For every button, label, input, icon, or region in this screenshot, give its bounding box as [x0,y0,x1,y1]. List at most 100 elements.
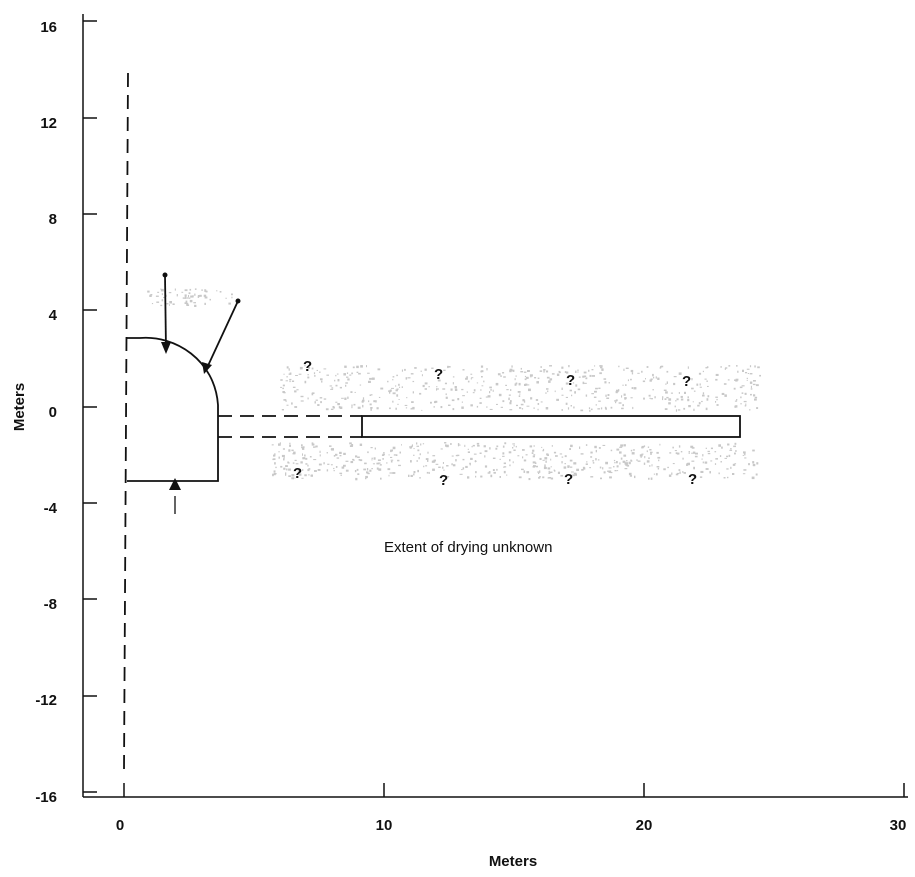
stipple-dot [715,458,718,460]
stipple-dot [520,403,524,406]
stipple-dot [509,409,513,411]
stipple-dot [674,450,677,452]
stipple-dot [319,371,321,373]
stipple-dot [451,455,454,457]
stipple-dot [308,468,311,470]
stipple-dot [583,375,587,377]
stipple-dot [734,442,737,445]
stipple-dot [600,366,603,369]
stipple-dot [718,472,720,475]
stipple-dot [524,378,527,381]
stipple-dot [499,458,501,460]
stipple-dot [455,459,457,462]
stipple-dot [343,452,346,455]
stipple-dot [577,371,579,373]
stipple-dot [356,371,359,373]
stipple-dot [273,473,277,475]
stipple-dot [515,375,517,377]
stipple-dot [659,367,662,369]
stipple-dot [754,398,757,401]
stipple-dot [209,298,211,301]
stipple-dot [286,376,288,378]
stipple-dot [369,394,372,396]
stipple-dot [393,454,396,456]
stipple-dot [382,453,385,456]
stipple-dot [675,400,677,402]
stipple-dot [374,447,376,450]
stipple-dot [339,472,343,474]
stipple-dot [160,288,162,290]
stipple-dot [628,472,632,476]
stipple-dot [302,453,303,456]
stipple-dot [388,390,391,393]
stipple-dot [469,462,471,466]
stipple-dot [658,459,660,462]
stipple-dot [426,471,429,474]
stipple-dot [561,394,564,396]
stipple-dot [313,446,316,448]
stipple-dot [300,400,304,402]
stipple-dot [304,474,307,477]
stipple-dot [289,380,291,383]
stipple-dot [550,477,554,480]
stipple-dot [285,465,288,467]
stipple-dot [375,400,377,403]
stipple-dot [300,395,304,398]
stipple-dot [286,366,289,369]
stipple-dot [750,388,753,390]
y-axis-tick-labels: 16 12 8 4 0 -4 -8 -12 -16 [35,19,57,806]
stipple-dot [495,447,498,450]
stipple-dot [416,445,419,447]
stipple-dot [286,468,288,471]
stipple-dot [691,447,695,449]
stipple-dot [534,377,537,379]
stipple-dot [616,461,618,464]
stipple-dot [376,407,379,410]
stipple-dot [622,384,624,386]
stipple-dot [231,296,233,299]
stipple-dot [325,408,329,411]
stipple-dot [466,391,468,393]
stipple-dot [169,301,172,304]
stipple-dot [452,464,456,467]
stipple-dot [570,405,572,407]
stipple-dot [308,474,310,476]
stipple-dot [436,388,438,391]
stipple-dot [496,445,499,448]
stipple-dot [599,365,602,367]
vertical-centerline [123,72,129,771]
stipple-dot [476,405,479,408]
stipple-dot [535,399,539,401]
stipple-dot [479,452,482,454]
stipple-dot [169,304,170,306]
stipple-dot [291,474,295,477]
stipple-dot [280,379,283,381]
stipple-dot [381,454,385,456]
stipple-dot [678,372,682,375]
stipple-dot [630,397,633,399]
stipple-dot [357,406,361,409]
stipple-dot [411,444,413,447]
stipple-dot [281,409,284,411]
stipple-dot [742,473,746,475]
stipple-dot [655,376,657,379]
stipple-dot [643,462,646,465]
stipple-dot [547,390,549,393]
stipple-dot [370,447,373,449]
stipple-dot [368,400,370,403]
stipple-dot [546,453,549,456]
stipple-dot [184,289,188,292]
stipple-dot [585,444,588,446]
stipple-dot [739,386,743,389]
stipple-dot [480,389,482,391]
stipple-dot [548,472,551,474]
stipple-dot [343,373,346,376]
stipple-dot [600,477,602,480]
stipple-dot [273,458,276,460]
stipple-dot [517,455,520,457]
stipple-dot [516,404,518,407]
stipple-dot [456,454,460,457]
stipple-dot [665,391,668,394]
stipple-dot [561,366,564,369]
stipple-dot [650,378,653,381]
